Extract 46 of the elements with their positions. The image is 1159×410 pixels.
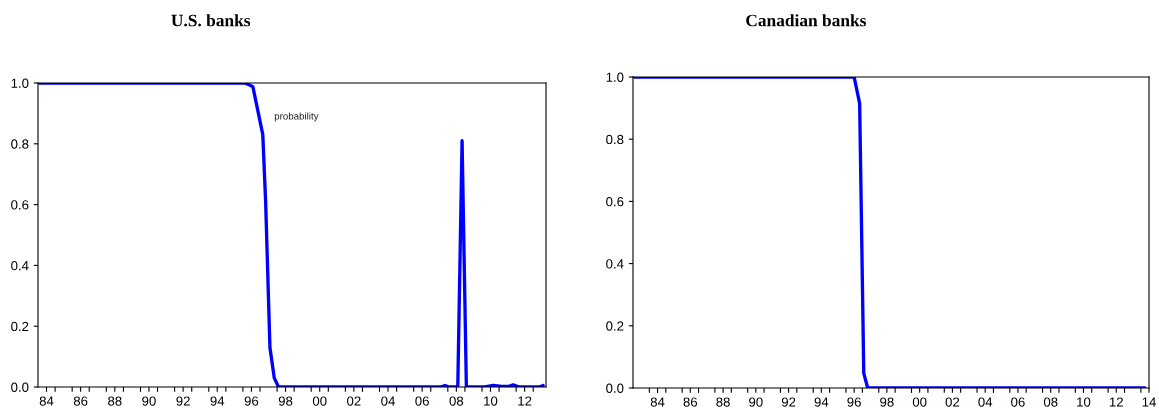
y-tick-label: 1.0 bbox=[606, 72, 624, 82]
y-tick-label: 0.2 bbox=[606, 321, 624, 331]
x-tick-label: 96 bbox=[244, 396, 259, 406]
y-tick-label: 0.0 bbox=[11, 382, 29, 392]
y-tick-label: 1.0 bbox=[11, 78, 29, 88]
x-tick-label: 86 bbox=[73, 396, 88, 406]
x-tick-label: 92 bbox=[176, 396, 190, 406]
x-tick-label: 06 bbox=[1011, 397, 1025, 407]
x-tick-label: 90 bbox=[142, 396, 156, 406]
x-tick-label: 00 bbox=[912, 397, 927, 407]
x-tick-label: 06 bbox=[415, 396, 429, 406]
y-tick-label: 0.0 bbox=[606, 383, 624, 393]
x-tick-label: 98 bbox=[278, 396, 293, 406]
x-tick-label: 88 bbox=[108, 396, 122, 406]
x-tick-label: 00 bbox=[312, 396, 327, 406]
x-tick-label: 94 bbox=[814, 397, 829, 407]
x-tick-label: 12 bbox=[518, 396, 532, 406]
x-tick-label: 86 bbox=[683, 397, 698, 407]
x-tick-label: 12 bbox=[1109, 397, 1123, 407]
x-tick-label: 10 bbox=[1077, 397, 1091, 407]
x-tick-label: 08 bbox=[449, 396, 464, 406]
x-tick-label: 04 bbox=[978, 397, 993, 407]
x-tick-label: 94 bbox=[210, 396, 225, 406]
x-tick-label: 04 bbox=[381, 396, 395, 406]
y-tick-label: 0.2 bbox=[11, 321, 29, 332]
x-tick-label: 92 bbox=[781, 397, 796, 407]
x-tick-label: 96 bbox=[847, 397, 861, 407]
x-tick-label: 08 bbox=[1043, 397, 1058, 407]
y-tick-label: 0.8 bbox=[606, 134, 624, 145]
x-tick-label: 02 bbox=[347, 396, 361, 406]
x-tick-label: 88 bbox=[716, 397, 730, 407]
x-tick-label: 84 bbox=[39, 396, 54, 406]
chart-title: Canadian banks bbox=[746, 14, 866, 27]
y-tick-label: 0.8 bbox=[11, 139, 29, 149]
series-label: probability bbox=[274, 112, 319, 122]
chart-title: U.S. banks bbox=[171, 14, 251, 27]
y-tick-label: 0.6 bbox=[11, 200, 29, 210]
x-tick-label: 90 bbox=[749, 397, 763, 407]
x-tick-label: 10 bbox=[484, 396, 498, 406]
y-tick-label: 0.6 bbox=[606, 196, 624, 207]
y-tick-label: 0.4 bbox=[11, 260, 29, 271]
y-tick-label: 0.4 bbox=[606, 259, 624, 269]
x-tick-label: 14 bbox=[1142, 397, 1156, 407]
x-tick-label: 02 bbox=[945, 397, 960, 407]
x-tick-label: 84 bbox=[650, 397, 665, 407]
x-tick-label: 98 bbox=[880, 397, 894, 407]
